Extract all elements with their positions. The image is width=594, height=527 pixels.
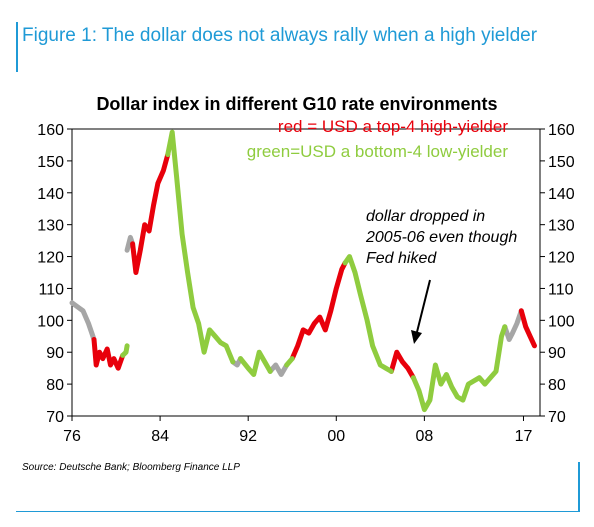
y-tick-label-left: 150 [37,154,64,171]
annotation-line-1: dollar dropped in [366,208,485,225]
series-green-segment [284,356,295,368]
series-green-segment [165,129,236,365]
y-tick-label-right: 120 [548,250,575,267]
y-tick-label-left: 100 [37,313,64,330]
annotation-arrow-shaft [416,279,431,333]
y-tick-label-left: 90 [46,345,64,362]
annotation-arrow-head [411,330,422,344]
series-layer [69,129,537,413]
series-gray-segment [502,308,524,342]
y-tick-label-left: 130 [37,218,64,235]
y-tick-label-left: 140 [37,186,64,203]
legend-red: red = USD a top-4 high-yielder [278,117,508,136]
series-red-segment [289,260,348,362]
series-red-segment [91,337,126,371]
chart-title: Dollar index in different G10 rate envir… [96,94,497,114]
plot-frame [71,128,541,417]
series-red-segment [518,308,537,349]
series-gray-segment [267,362,290,377]
series-gray-segment [69,300,97,342]
y-axis-right: 70 80 90 100 110 120 130 140 150 160 [540,122,575,426]
legend-green: green=USD a bottom-4 low-yielder [247,142,509,161]
series-green-segment [342,254,394,374]
x-tick-label: 76 [63,428,81,445]
frame-left-rule [16,22,18,72]
x-tick-label: 08 [415,428,433,445]
y-tick-label-right: 160 [548,122,575,139]
y-tick-label-right: 70 [548,409,566,426]
series-red-segment [130,152,171,275]
y-tick-label-right: 80 [548,377,566,394]
series-red-segment [388,349,416,381]
frame-right-rule [578,462,580,512]
y-tick-label-left: 110 [38,281,64,298]
x-axis: 76 84 92 00 08 17 [63,416,532,445]
annotation-line-2: 2005-06 even though [365,229,517,246]
y-tick-label-left: 70 [46,409,64,426]
y-tick-label-right: 110 [548,281,574,298]
y-tick-label-left: 120 [37,250,64,267]
y-tick-label-right: 90 [548,345,566,362]
frame-bottom-rule [16,511,580,512]
source-note: Source: Deutsche Bank; Bloomberg Finance… [22,462,240,473]
series-green-segment [410,324,508,413]
series-green-segment [120,343,130,358]
y-tick-label-right: 130 [548,218,575,235]
y-tick-label-right: 100 [548,313,575,330]
y-tick-label-left: 160 [37,122,64,139]
figure-title: Figure 1: The dollar does not always ral… [22,25,538,46]
x-tick-label: 00 [327,428,345,445]
x-tick-label: 92 [239,428,257,445]
y-tick-label-left: 80 [46,377,64,394]
series-green-segment [238,349,273,377]
y-axis-left: 70 80 90 100 110 120 130 140 150 160 [37,122,72,426]
x-tick-label: 84 [151,428,169,445]
x-tick-label: 17 [515,428,533,445]
y-tick-label-right: 150 [548,154,575,171]
y-tick-label-right: 140 [548,186,575,203]
annotation-line-3: Fed hiked [366,250,437,267]
chart: Dollar index in different G10 rate envir… [37,94,575,445]
